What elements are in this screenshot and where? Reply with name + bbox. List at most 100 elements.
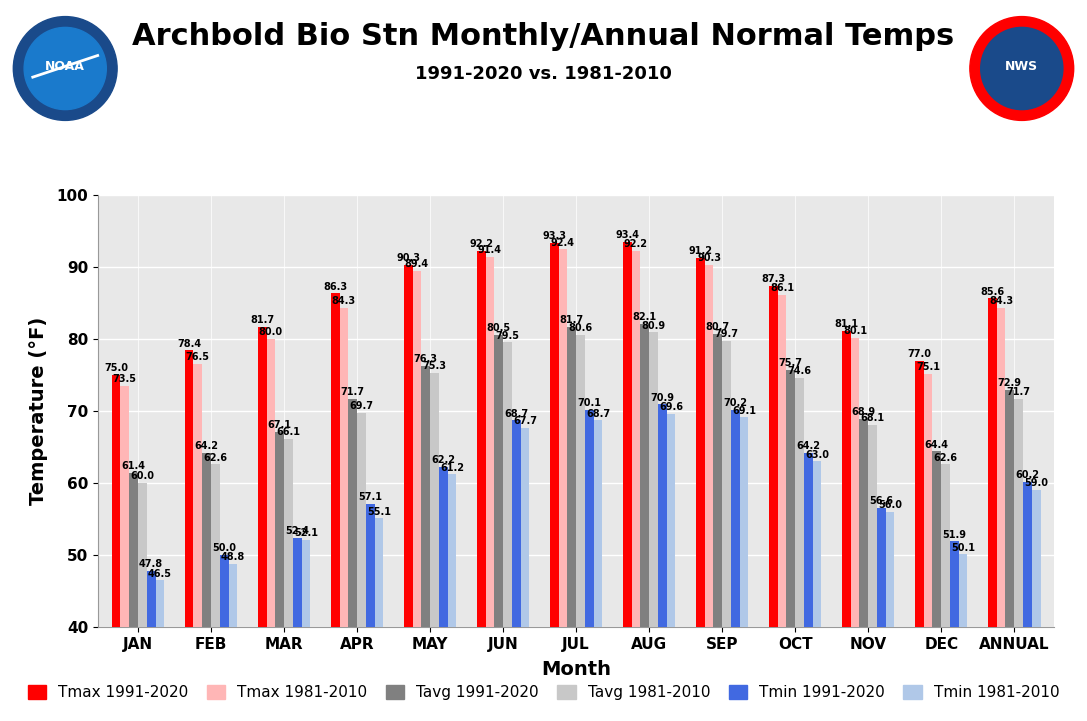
Bar — [632, 251, 640, 721]
Text: 87.3: 87.3 — [761, 275, 785, 284]
Text: 71.7: 71.7 — [340, 387, 364, 397]
Text: 57.1: 57.1 — [359, 492, 383, 502]
Bar — [403, 265, 413, 721]
Bar — [357, 413, 366, 721]
Text: 55.1: 55.1 — [367, 507, 391, 516]
Bar — [550, 243, 559, 721]
Bar — [886, 512, 895, 721]
Text: 56.6: 56.6 — [870, 496, 894, 505]
Text: 69.7: 69.7 — [349, 402, 374, 411]
Text: 52.4: 52.4 — [285, 526, 309, 536]
Bar — [138, 483, 147, 721]
Bar — [193, 364, 202, 721]
Bar — [804, 453, 813, 721]
Bar — [439, 467, 448, 721]
Circle shape — [24, 27, 107, 110]
Text: 50.1: 50.1 — [951, 543, 975, 552]
Bar — [722, 341, 730, 721]
Bar — [121, 386, 129, 721]
Text: 90.3: 90.3 — [697, 253, 721, 262]
Text: 64.2: 64.2 — [195, 441, 218, 451]
Bar — [147, 571, 155, 721]
X-axis label: Month: Month — [541, 660, 611, 679]
Bar — [448, 474, 457, 721]
Bar — [413, 271, 422, 721]
Text: 91.4: 91.4 — [478, 245, 502, 255]
Text: 81.7: 81.7 — [250, 315, 274, 324]
Bar — [933, 451, 941, 721]
Bar — [877, 508, 886, 721]
Text: 48.8: 48.8 — [221, 552, 245, 562]
Text: 51.9: 51.9 — [942, 530, 966, 539]
Text: 79.7: 79.7 — [714, 329, 738, 339]
Circle shape — [980, 27, 1063, 110]
Text: 80.6: 80.6 — [569, 323, 592, 332]
Text: NWS: NWS — [1005, 60, 1038, 73]
Bar — [796, 378, 804, 721]
Bar — [503, 342, 512, 721]
Text: 79.5: 79.5 — [496, 331, 520, 341]
Bar — [851, 338, 860, 721]
Text: 60.0: 60.0 — [130, 472, 154, 482]
Bar — [941, 464, 950, 721]
Text: 80.1: 80.1 — [844, 327, 867, 336]
Text: 70.1: 70.1 — [577, 399, 601, 408]
Text: 80.7: 80.7 — [705, 322, 729, 332]
Bar — [658, 404, 666, 721]
Text: 64.4: 64.4 — [925, 440, 949, 450]
Bar — [284, 439, 292, 721]
Bar — [1014, 399, 1023, 721]
Bar — [348, 399, 357, 721]
Text: 62.6: 62.6 — [203, 453, 227, 463]
Bar — [959, 554, 967, 721]
Bar — [786, 370, 796, 721]
Bar — [704, 265, 713, 721]
Text: 76.5: 76.5 — [186, 353, 210, 362]
Bar — [915, 360, 924, 721]
Text: 76.3: 76.3 — [414, 354, 438, 363]
Bar — [112, 375, 121, 721]
Circle shape — [970, 17, 1074, 120]
Bar — [739, 417, 749, 721]
Text: 80.0: 80.0 — [259, 327, 283, 337]
Circle shape — [13, 17, 117, 120]
Text: 73.5: 73.5 — [113, 374, 137, 384]
Text: 84.3: 84.3 — [989, 296, 1013, 306]
Bar — [696, 258, 704, 721]
Text: 68.7: 68.7 — [504, 409, 528, 418]
Bar — [623, 242, 632, 721]
Text: 75.7: 75.7 — [778, 358, 803, 368]
Text: 70.2: 70.2 — [723, 398, 747, 407]
Bar — [649, 332, 658, 721]
Bar — [842, 331, 851, 721]
Bar — [997, 308, 1005, 721]
Text: 67.1: 67.1 — [267, 420, 291, 430]
Bar — [666, 414, 675, 721]
Text: Archbold Bio Stn Monthly/Annual Normal Temps: Archbold Bio Stn Monthly/Annual Normal T… — [133, 22, 954, 50]
Bar — [486, 257, 495, 721]
Bar — [950, 541, 959, 721]
Text: 71.7: 71.7 — [1007, 387, 1030, 397]
Text: 66.1: 66.1 — [276, 428, 300, 437]
Bar — [1005, 390, 1014, 721]
Text: 67.7: 67.7 — [513, 416, 537, 425]
Bar — [585, 410, 594, 721]
Text: 92.2: 92.2 — [470, 239, 493, 249]
Text: 69.6: 69.6 — [659, 402, 683, 412]
Bar — [640, 324, 649, 721]
Text: 75.0: 75.0 — [104, 363, 128, 373]
Text: 91.2: 91.2 — [688, 247, 712, 256]
Bar — [512, 420, 521, 721]
Text: 89.4: 89.4 — [404, 260, 429, 269]
Text: 62.2: 62.2 — [432, 456, 455, 466]
Text: 68.9: 68.9 — [852, 407, 876, 417]
Bar — [860, 419, 869, 721]
Text: 81.7: 81.7 — [560, 315, 584, 324]
Text: 77.0: 77.0 — [908, 349, 932, 358]
Bar — [769, 286, 777, 721]
Bar — [275, 432, 284, 721]
Bar — [988, 298, 997, 721]
Text: 74.6: 74.6 — [788, 366, 812, 376]
Bar — [495, 335, 503, 721]
Bar — [430, 373, 439, 721]
